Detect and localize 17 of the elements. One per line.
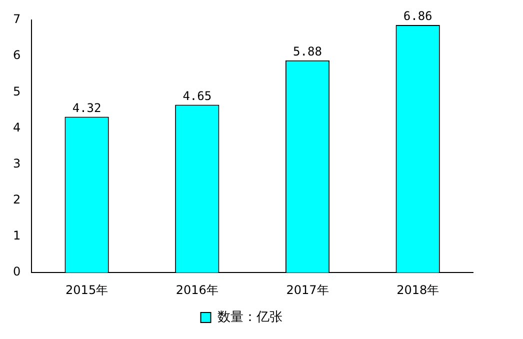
y-tick-label: 7 — [12, 12, 21, 26]
y-tick-label: 4 — [12, 120, 21, 134]
data-label: 4.65 — [182, 88, 212, 103]
x-tick-label: 2016年 — [176, 282, 218, 297]
x-tick-label: 2018年 — [396, 282, 440, 297]
y-tick-label: 2 — [12, 192, 21, 207]
data-label: 5.88 — [293, 44, 322, 59]
y-tick-label: 0 — [12, 264, 21, 279]
y-tick-label: 3 — [12, 156, 21, 170]
data-label: 4.32 — [72, 100, 102, 115]
x-tick-label: 2017年 — [286, 282, 329, 297]
legend-label: 数量：亿张 — [217, 310, 282, 325]
y-tick-label: 5 — [12, 84, 21, 98]
data-label: 6.86 — [403, 9, 432, 24]
x-tick-label: 2015年 — [66, 282, 108, 297]
y-tick-label: 6 — [12, 48, 21, 62]
y-tick-label: 1 — [12, 228, 21, 243]
